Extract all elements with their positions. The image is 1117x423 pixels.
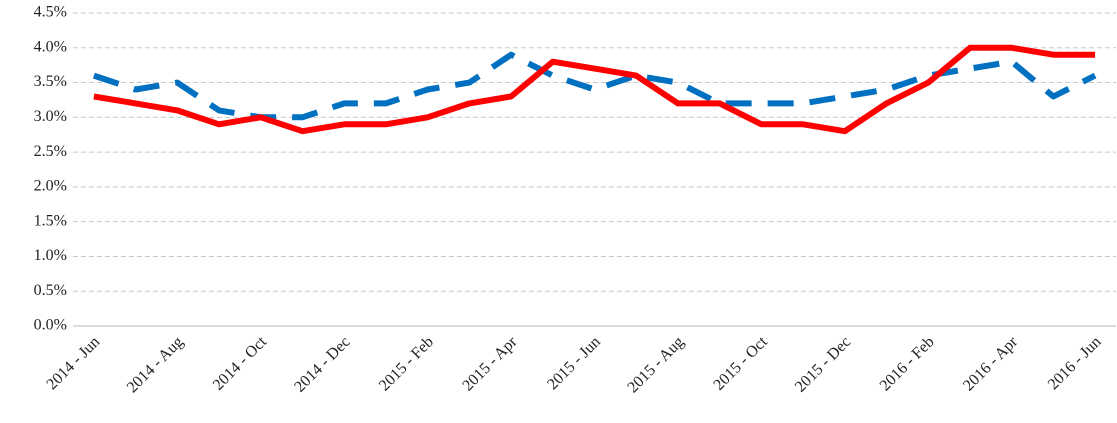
y-tick-label: 1.5% (34, 212, 67, 229)
series-line (93, 44, 1096, 135)
x-tick-label: 2015 - Feb (376, 333, 437, 394)
y-tick-label: 2.0% (34, 178, 67, 195)
y-tick-label: 3.0% (34, 108, 67, 125)
y-tick-label: 1.0% (34, 247, 67, 264)
x-tick-label: 2014 - Jun (43, 333, 103, 393)
y-tick-label: 0.5% (34, 282, 67, 299)
x-tick-label: 2014 - Aug (124, 333, 187, 396)
y-tick-label: 2.5% (34, 143, 67, 160)
y-tick-label: 4.0% (34, 38, 67, 55)
series-line (92, 51, 1097, 121)
x-tick-label: 2016 - Apr (960, 333, 1022, 395)
y-tick-label: 0.0% (34, 317, 67, 334)
x-tick-label: 2014 - Dec (291, 333, 353, 395)
x-tick-label: 2015 - Apr (459, 333, 521, 395)
y-tick-label: 3.5% (34, 73, 67, 90)
x-tick-label: 2016 - Jun (1045, 333, 1105, 393)
x-tick-label: 2015 - Aug (624, 333, 687, 396)
x-tick-label: 2014 - Oct (210, 333, 271, 394)
x-tick-label: 2016 - Feb (877, 333, 938, 394)
y-tick-label: 4.5% (34, 4, 67, 21)
x-tick-label: 2015 - Jun (544, 333, 604, 393)
x-tick-label: 2015 - Dec (792, 333, 854, 395)
x-tick-label: 2015 - Oct (710, 333, 771, 394)
